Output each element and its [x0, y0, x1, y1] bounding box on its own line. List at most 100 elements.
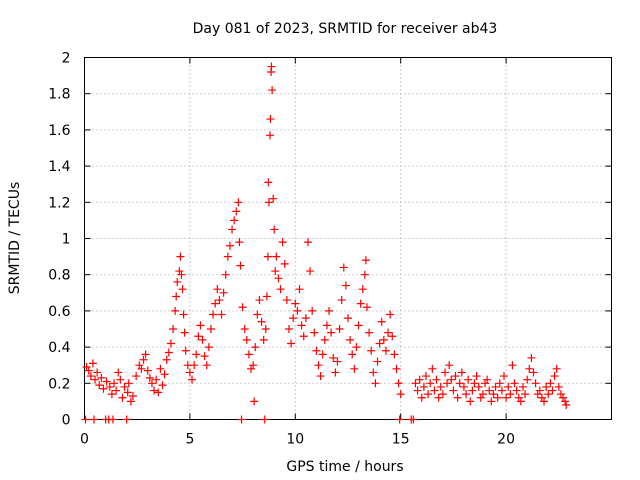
- data-point: [260, 415, 269, 424]
- data-point: [476, 393, 485, 402]
- y-tick-label: 2: [62, 51, 71, 67]
- data-point: [329, 353, 338, 362]
- data-point: [308, 306, 317, 315]
- data-point: [525, 364, 534, 373]
- data-point: [198, 335, 207, 344]
- data-point: [269, 194, 278, 203]
- data-point: [379, 335, 388, 344]
- data-point: [235, 238, 244, 247]
- y-tick-label: 1.2: [48, 195, 70, 211]
- data-point: [375, 339, 384, 348]
- data-point: [392, 364, 401, 373]
- data-point: [559, 393, 568, 402]
- data-point: [120, 382, 129, 391]
- data-point: [172, 292, 181, 301]
- data-point: [362, 303, 371, 312]
- data-point: [299, 332, 308, 341]
- data-point: [504, 382, 513, 391]
- data-point: [561, 397, 570, 406]
- data-point: [259, 335, 268, 344]
- data-point: [495, 379, 504, 388]
- data-point: [132, 372, 141, 381]
- data-point: [105, 382, 114, 391]
- data-point: [154, 388, 163, 397]
- data-point: [464, 375, 473, 384]
- data-point: [262, 292, 271, 301]
- data-point: [552, 364, 561, 373]
- data-point: [365, 328, 374, 337]
- data-point: [206, 325, 215, 333]
- data-point: [518, 382, 527, 391]
- data-point: [546, 379, 555, 388]
- data-point: [436, 382, 445, 391]
- data-point: [166, 339, 175, 348]
- data-point: [562, 401, 571, 410]
- data-point: [529, 368, 538, 377]
- grid: [84, 57, 612, 420]
- data-point: [173, 277, 182, 286]
- data-point: [426, 379, 435, 388]
- data-point: [466, 397, 475, 406]
- data-point: [240, 325, 249, 333]
- data-point: [251, 343, 260, 352]
- data-point: [158, 381, 167, 390]
- data-point: [493, 393, 502, 402]
- data-point: [320, 335, 329, 344]
- data-point: [445, 361, 454, 370]
- data-point: [95, 381, 104, 390]
- data-point: [367, 346, 376, 355]
- data-point: [356, 299, 365, 308]
- data-point: [295, 285, 304, 294]
- data-point: [164, 348, 173, 357]
- data-point: [432, 375, 441, 384]
- data-point: [318, 350, 327, 359]
- data-point: [483, 375, 492, 384]
- data-point: [396, 390, 405, 399]
- data-point: [215, 296, 224, 305]
- data-point: [185, 368, 194, 377]
- data-point: [137, 364, 146, 373]
- data-point: [487, 397, 496, 406]
- data-point: [147, 379, 156, 388]
- data-point: [179, 310, 188, 319]
- data-point: [544, 390, 553, 399]
- x-tick-label: 5: [185, 432, 194, 448]
- data-point: [548, 386, 557, 395]
- data-point: [169, 325, 178, 333]
- data-point: [325, 306, 334, 315]
- data-point: [430, 386, 439, 395]
- data-point: [287, 339, 296, 348]
- data-point: [112, 386, 121, 395]
- data-point: [238, 303, 247, 312]
- data-point: [354, 321, 363, 330]
- data-point: [521, 390, 530, 399]
- data-point: [497, 386, 506, 395]
- data-point: [499, 372, 508, 381]
- data-point: [384, 328, 393, 337]
- data-point: [135, 361, 144, 370]
- y-tick-label: 0.6: [48, 304, 70, 320]
- data-point: [152, 375, 161, 384]
- data-point: [542, 382, 551, 391]
- data-point: [110, 379, 119, 388]
- data-point: [223, 252, 232, 261]
- data-point: [196, 321, 205, 330]
- data-point: [250, 397, 259, 406]
- data-point: [284, 325, 293, 333]
- data-point: [126, 397, 135, 406]
- data-point: [84, 366, 93, 375]
- data-point: [122, 415, 131, 424]
- data-point: [176, 252, 185, 261]
- data-point: [204, 343, 213, 352]
- data-point: [537, 393, 546, 402]
- plot-frame: [84, 57, 612, 420]
- data-point: [550, 372, 559, 381]
- data-point: [373, 357, 382, 366]
- x-tick-label: 15: [392, 432, 410, 448]
- data-point: [502, 393, 511, 402]
- data-point: [93, 368, 102, 377]
- data-point: [478, 390, 487, 399]
- data-point: [428, 364, 437, 373]
- data-point: [322, 321, 331, 330]
- x-tick-label: 10: [286, 432, 304, 448]
